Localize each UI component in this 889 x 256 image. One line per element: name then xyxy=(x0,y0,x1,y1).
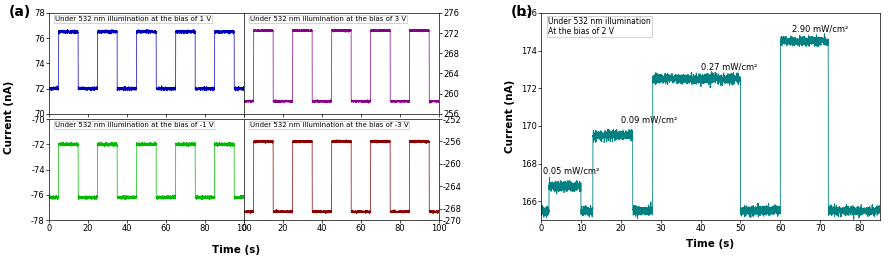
Text: 0.05 mW/cm²: 0.05 mW/cm² xyxy=(543,166,599,175)
Text: Under 532 nm illumination at the bias of -1 V: Under 532 nm illumination at the bias of… xyxy=(55,122,213,128)
Text: Time (s): Time (s) xyxy=(212,246,260,255)
Text: Under 532 nm illumination at the bias of 1 V: Under 532 nm illumination at the bias of… xyxy=(55,16,211,22)
Text: (b): (b) xyxy=(511,5,533,19)
Text: 0.09 mW/cm²: 0.09 mW/cm² xyxy=(621,115,677,124)
Text: Current (nA): Current (nA) xyxy=(4,81,14,154)
Y-axis label: Current (nA): Current (nA) xyxy=(505,80,516,153)
Text: 2.90 mW/cm²: 2.90 mW/cm² xyxy=(792,25,849,34)
Text: (a): (a) xyxy=(9,5,31,19)
Text: 0.27 mW/cm²: 0.27 mW/cm² xyxy=(701,62,757,71)
Text: Under 532 nm illumination at the bias of -3 V: Under 532 nm illumination at the bias of… xyxy=(250,122,408,128)
X-axis label: Time (s): Time (s) xyxy=(686,239,734,249)
Text: Under 532 nm illumination at the bias of 3 V: Under 532 nm illumination at the bias of… xyxy=(250,16,406,22)
Text: Under 532 nm illumination
At the bias of 2 V: Under 532 nm illumination At the bias of… xyxy=(548,17,651,36)
